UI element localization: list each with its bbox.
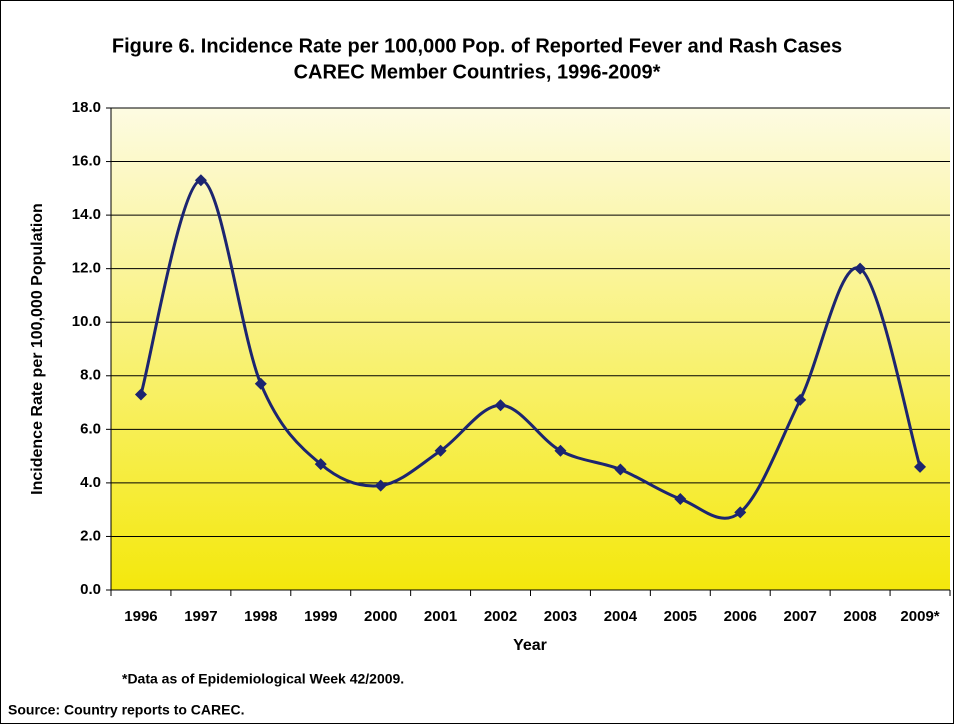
data-point bbox=[494, 399, 507, 412]
data-point bbox=[194, 174, 207, 187]
x-tick-label: 2002 bbox=[484, 608, 517, 625]
y-tick-label: 0.0 bbox=[80, 581, 101, 598]
x-tick-label: 2003 bbox=[544, 608, 577, 625]
plot-area bbox=[111, 108, 950, 590]
x-tick-label: 2008 bbox=[843, 608, 876, 625]
chart-title: Figure 6. Incidence Rate per 100,000 Pop… bbox=[112, 35, 842, 57]
x-tick-label: 2000 bbox=[364, 608, 397, 625]
y-tick-label: 10.0 bbox=[72, 313, 101, 330]
data-point bbox=[134, 388, 147, 401]
y-tick-label: 16.0 bbox=[72, 153, 101, 170]
x-tick-label: 2007 bbox=[783, 608, 816, 625]
y-tick-label: 14.0 bbox=[72, 206, 101, 223]
x-tick-label: 1998 bbox=[244, 608, 277, 625]
data-point bbox=[554, 444, 567, 457]
chart-subtitle: CAREC Member Countries, 1996-2009* bbox=[294, 61, 661, 83]
y-tick-label: 18.0 bbox=[72, 99, 101, 116]
data-point bbox=[794, 393, 807, 406]
source: Source: Country reports to CAREC. bbox=[8, 702, 244, 718]
y-tick-label: 6.0 bbox=[80, 420, 101, 437]
x-tick-label: 2005 bbox=[664, 608, 697, 625]
y-axis-title: Incidence Rate per 100,000 Population bbox=[29, 203, 46, 495]
data-point bbox=[434, 444, 447, 457]
data-point bbox=[374, 479, 387, 492]
data-point bbox=[674, 492, 687, 505]
data-point bbox=[254, 377, 267, 390]
x-tick-label: 2004 bbox=[604, 608, 638, 625]
y-tick-label: 2.0 bbox=[80, 527, 101, 544]
y-tick-label: 4.0 bbox=[80, 474, 101, 491]
x-tick-label: 1997 bbox=[184, 608, 217, 625]
data-point bbox=[854, 262, 867, 275]
y-tick-label: 12.0 bbox=[72, 260, 101, 277]
footnote: *Data as of Epidemiological Week 42/2009… bbox=[122, 671, 404, 687]
data-point bbox=[734, 506, 747, 519]
x-tick-label: 2009* bbox=[900, 608, 939, 625]
x-axis-title: Year bbox=[513, 637, 547, 654]
y-tick-label: 8.0 bbox=[80, 367, 101, 384]
x-tick-label: 1996 bbox=[124, 608, 157, 625]
series-line bbox=[139, 178, 922, 520]
data-point bbox=[314, 458, 327, 471]
x-tick-label: 2001 bbox=[424, 608, 457, 625]
data-point bbox=[614, 463, 627, 476]
x-tick-label: 2006 bbox=[724, 608, 757, 625]
data-point bbox=[914, 460, 927, 473]
x-tick-label: 1999 bbox=[304, 608, 337, 625]
